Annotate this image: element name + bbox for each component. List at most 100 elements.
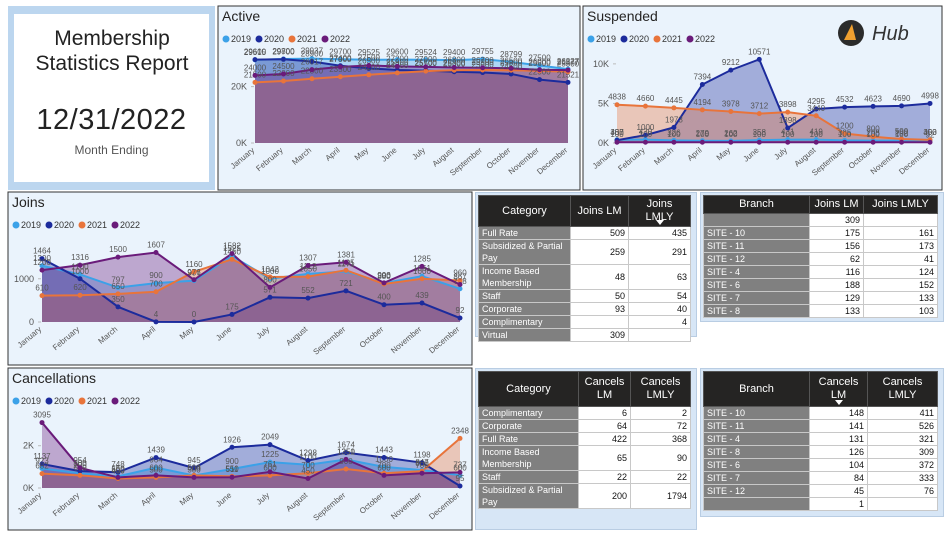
data-label: 24500 [272,62,295,71]
data-point [813,106,819,112]
data-label: 24000 [244,63,267,72]
cell-value: 126 [809,445,868,459]
series-line [41,258,461,297]
cell-value: 133 [863,291,938,305]
table-row: SITE - 7 129 133 [703,291,938,305]
series-line [616,58,931,142]
table-row: 309 [703,213,938,227]
table-row: SITE - 11 156 173 [703,239,938,253]
legend-label: 2019 [21,396,41,406]
cell-value: 40 [628,302,691,316]
column-header[interactable]: Category [478,195,571,227]
data-label: 0 [192,310,197,319]
cell-value: 526 [867,419,938,433]
table-row: Subsidized & Partial Pay 200 1794 [478,483,691,509]
data-point [267,442,273,448]
column-header[interactable]: Joins LM [809,195,864,214]
series-line [41,251,461,289]
data-point [39,465,45,471]
series-line [41,443,461,487]
data-point [305,475,311,481]
data-point [267,294,273,300]
data-label: 1198 [413,451,431,460]
row-label: SITE - 11 [703,239,810,253]
data-label: 100 [696,130,710,139]
data-point [537,63,543,68]
series-line [41,421,461,480]
data-point [756,56,762,62]
data-point [309,67,315,73]
data-point [39,263,45,269]
data-point [153,280,159,286]
column-header[interactable]: Cancels LMLY [867,371,938,407]
area-fill [42,256,460,322]
data-point [153,472,159,478]
data-label: 4445 [665,96,683,105]
data-point [309,59,315,65]
data-point [115,291,121,297]
data-label: 92 [926,130,935,139]
legend-marker [620,35,628,43]
data-point [337,64,343,70]
data-point [419,470,425,476]
data-label: 700 [377,461,391,470]
data-point [252,57,258,63]
table-row: Corporate 64 72 [478,419,691,433]
legend-marker [321,35,329,43]
data-point [153,289,159,295]
column-header[interactable]: Cancels LM [578,371,631,407]
data-label: 2348 [451,426,469,435]
data-label: 552 [301,286,315,295]
data-label: 1225 [261,450,279,459]
data-label: 100 [810,130,824,139]
data-label: 430 [639,128,653,137]
data-label: 100 [781,130,795,139]
data-point [305,462,311,468]
area-fill [255,65,568,143]
data-point [252,72,258,78]
row-label: SITE - 10 [703,226,810,240]
legend-marker [45,221,53,229]
cell-value: 259 [570,239,629,265]
data-point [457,435,463,441]
row-label: Corporate [478,302,571,316]
data-label: 9212 [722,58,740,67]
data-label: 26017 [301,58,324,67]
data-label: 867 [453,273,467,282]
column-header[interactable]: Cancels LM [809,371,868,407]
data-point [457,315,463,321]
data-label: 964 [149,456,163,465]
column-header[interactable]: Joins LMLY [863,195,938,214]
column-header[interactable]: Branch [703,371,810,407]
data-point [343,456,349,462]
chart-panel [217,5,581,191]
area-fill [42,252,460,322]
column-header[interactable]: Cancels LMLY [630,371,691,407]
column-header[interactable]: Category [478,371,579,407]
y-tick-label: 0 [29,317,34,327]
data-label: 748 [111,460,125,469]
legend-label: 2021 [297,34,317,44]
legend-label: 2019 [21,220,41,230]
data-point [337,74,343,80]
column-header[interactable]: Branch [703,195,810,214]
data-label: 800 [73,459,87,468]
data-point [305,470,311,476]
column-header[interactable]: Joins LM [570,195,629,227]
data-point [267,459,273,465]
data-label: 945 [187,456,201,465]
table-row: SITE - 4 131 321 [703,432,938,446]
data-point [457,282,463,288]
data-point [508,59,514,65]
column-header[interactable]: Joins LMLY [628,195,691,227]
data-label: 1000 [71,267,89,276]
legend-label: 2019 [231,34,251,44]
data-label: 761 [263,460,277,469]
data-label: 797 [111,276,125,285]
table-row: SITE - 12 45 76 [703,484,938,498]
y-tick-label: 1000 [14,274,34,284]
title-card-inner: Membership Statistics Report 12/31/2022 … [14,14,209,182]
cell-value: 63 [628,264,691,290]
data-point [191,465,197,471]
